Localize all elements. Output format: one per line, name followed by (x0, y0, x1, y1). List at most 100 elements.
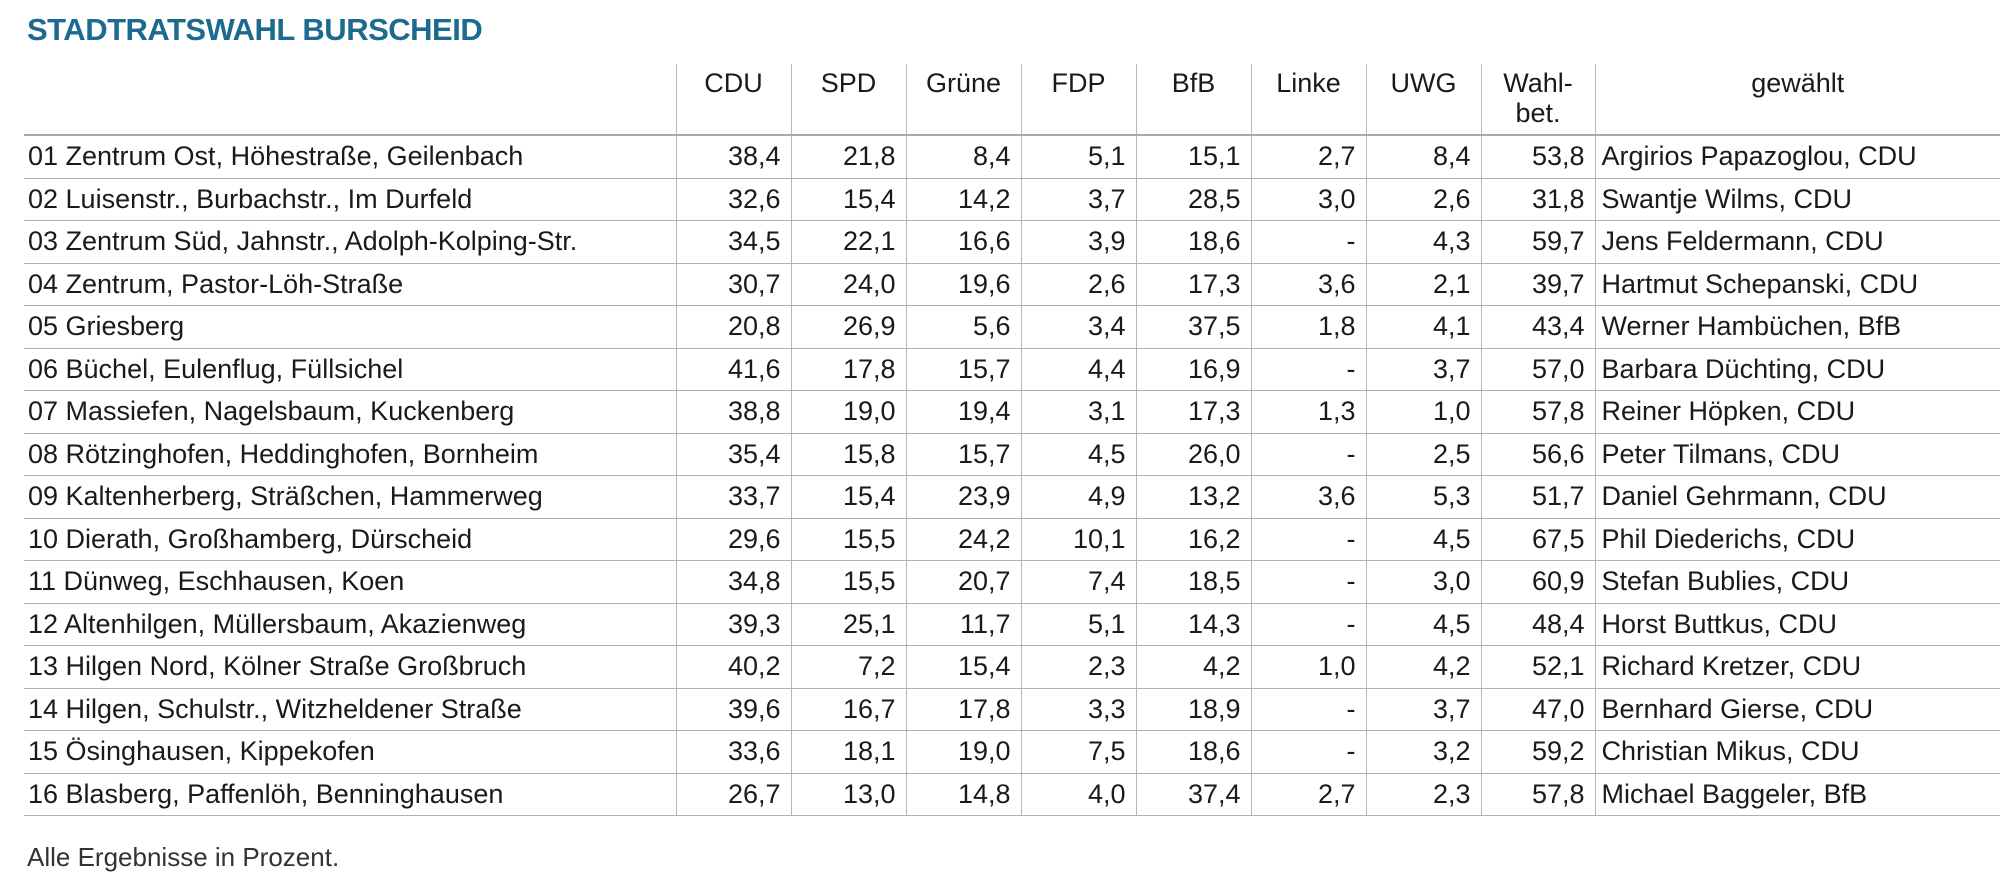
cell-fdp: 7,5 (1020, 730, 1136, 774)
cell-cdu: 38,4 (675, 135, 791, 179)
cell-bfb: 13,2 (1135, 475, 1251, 519)
cell-gruene: 14,2 (905, 178, 1021, 221)
cell-linke: 1,8 (1250, 305, 1366, 349)
cell-uwg: 4,3 (1365, 220, 1481, 264)
column-header-district (24, 64, 676, 136)
cell-fdp: 3,9 (1020, 220, 1136, 264)
table-row: 09 Kaltenherberg, Sträßchen, Hammerweg 33… (24, 475, 2000, 519)
cell-linke: - (1250, 433, 1366, 476)
cell-gruene: 16,6 (905, 220, 1021, 264)
cell-gruene: 19,0 (905, 730, 1021, 774)
election-results-table: CDU SPD Grüne FDP BfB Linke UWG Wahl-bet. gewähl… (24, 64, 2000, 816)
cell-uwg: 4,2 (1365, 645, 1481, 689)
cell-wahlbeteiligung: 47,0 (1480, 688, 1595, 731)
column-header-fdp: FDP (1020, 64, 1136, 136)
cell-wahlbeteiligung: 57,0 (1480, 348, 1595, 391)
table-row: 03 Zentrum Süd, Jahnstr., Adolph-Kolping… (24, 220, 2000, 264)
cell-district: 03 Zentrum Süd, Jahnstr., Adolph-Kolping… (24, 220, 676, 264)
cell-district: 04 Zentrum, Pastor-Löh-Straße (24, 263, 676, 306)
cell-district: 08 Rötzinghofen, Heddinghofen, Bornheim (24, 433, 676, 476)
cell-district: 05 Griesberg (24, 305, 676, 349)
table-row: 16 Blasberg, Paffenlöh, Benninghausen 26,… (24, 773, 2000, 816)
cell-spd: 26,9 (790, 305, 906, 349)
cell-gewaehlt: Reiner Höpken, CDU (1594, 390, 2000, 434)
cell-cdu: 34,8 (675, 560, 791, 604)
cell-spd: 15,5 (790, 518, 906, 561)
cell-linke: - (1250, 220, 1366, 264)
cell-fdp: 3,4 (1020, 305, 1136, 349)
cell-uwg: 4,1 (1365, 305, 1481, 349)
column-header-cdu: CDU (675, 64, 791, 136)
cell-linke: 1,3 (1250, 390, 1366, 434)
cell-bfb: 15,1 (1135, 135, 1251, 179)
table-row: 02 Luisenstr., Burbachstr., Im Durfeld 32… (24, 178, 2000, 221)
cell-uwg: 3,2 (1365, 730, 1481, 774)
column-header-uwg: UWG (1365, 64, 1481, 136)
cell-gruene: 19,4 (905, 390, 1021, 434)
cell-district: 15 Ösinghausen, Kippekofen (24, 730, 676, 774)
cell-wahlbeteiligung: 59,7 (1480, 220, 1595, 264)
cell-wahlbeteiligung: 39,7 (1480, 263, 1595, 306)
cell-fdp: 4,5 (1020, 433, 1136, 476)
footnote: Alle Ergebnisse in Prozent. (27, 842, 340, 872)
cell-gewaehlt: Argirios Papazoglou, CDU (1594, 135, 2000, 179)
cell-gruene: 8,4 (905, 135, 1021, 179)
cell-bfb: 16,2 (1135, 518, 1251, 561)
cell-cdu: 39,6 (675, 688, 791, 731)
cell-cdu: 35,4 (675, 433, 791, 476)
cell-district: 09 Kaltenherberg, Sträßchen, Hammerweg (24, 475, 676, 519)
cell-linke: - (1250, 560, 1366, 604)
cell-gewaehlt: Barbara Düchting, CDU (1594, 348, 2000, 391)
column-header-gewaehlt: gewählt (1594, 64, 2000, 136)
cell-gewaehlt: Horst Buttkus, CDU (1594, 603, 2000, 646)
cell-spd: 21,8 (790, 135, 906, 179)
cell-gewaehlt: Swantje Wilms, CDU (1594, 178, 2000, 221)
cell-gruene: 17,8 (905, 688, 1021, 731)
table-row: 04 Zentrum, Pastor-Löh-Straße 30,7 24,0 19,… (24, 263, 2000, 306)
cell-cdu: 40,2 (675, 645, 791, 689)
cell-wahlbeteiligung: 51,7 (1480, 475, 1595, 519)
table-row: 14 Hilgen, Schulstr., Witzheldener Straß… (24, 688, 2000, 731)
cell-gruene: 14,8 (905, 773, 1021, 816)
cell-gruene: 15,7 (905, 433, 1021, 476)
cell-wahlbeteiligung: 56,6 (1480, 433, 1595, 476)
cell-fdp: 10,1 (1020, 518, 1136, 561)
cell-uwg: 3,7 (1365, 688, 1481, 731)
cell-cdu: 30,7 (675, 263, 791, 306)
cell-uwg: 8,4 (1365, 135, 1481, 179)
table-row: 01 Zentrum Ost, Höhestraße, Geilenbach 38… (24, 135, 2000, 179)
cell-uwg: 1,0 (1365, 390, 1481, 434)
cell-uwg: 4,5 (1365, 603, 1481, 646)
cell-gewaehlt: Peter Tilmans, CDU (1594, 433, 2000, 476)
column-header-linke: Linke (1250, 64, 1366, 136)
cell-linke: - (1250, 730, 1366, 774)
cell-spd: 22,1 (790, 220, 906, 264)
cell-spd: 16,7 (790, 688, 906, 731)
column-header-wahlbeteiligung: Wahl-bet. (1480, 64, 1595, 136)
cell-gewaehlt: Phil Diederichs, CDU (1594, 518, 2000, 561)
cell-gruene: 24,2 (905, 518, 1021, 561)
cell-cdu: 41,6 (675, 348, 791, 391)
cell-spd: 17,8 (790, 348, 906, 391)
cell-gewaehlt: Stefan Bublies, CDU (1594, 560, 2000, 604)
cell-district: 10 Dierath, Großhamberg, Dürscheid (24, 518, 676, 561)
cell-gruene: 23,9 (905, 475, 1021, 519)
cell-spd: 15,5 (790, 560, 906, 604)
table-row: 10 Dierath, Großhamberg, Dürscheid 29,6 15… (24, 518, 2000, 561)
column-header-bfb: BfB (1135, 64, 1251, 136)
column-header-gruene: Grüne (905, 64, 1021, 136)
cell-district: 13 Hilgen Nord, Kölner Straße Großbruch (24, 645, 676, 689)
cell-gruene: 11,7 (905, 603, 1021, 646)
cell-wahlbeteiligung: 43,4 (1480, 305, 1595, 349)
cell-gewaehlt: Hartmut Schepanski, CDU (1594, 263, 2000, 306)
cell-bfb: 37,5 (1135, 305, 1251, 349)
cell-fdp: 4,9 (1020, 475, 1136, 519)
cell-gewaehlt: Werner Hambüchen, BfB (1594, 305, 2000, 349)
cell-cdu: 33,6 (675, 730, 791, 774)
cell-fdp: 4,0 (1020, 773, 1136, 816)
cell-linke: - (1250, 688, 1366, 731)
table-row: 11 Dünweg, Eschhausen, Koen 34,8 15,5 20,7 7… (24, 560, 2000, 604)
cell-district: 01 Zentrum Ost, Höhestraße, Geilenbach (24, 135, 676, 179)
cell-wahlbeteiligung: 67,5 (1480, 518, 1595, 561)
cell-bfb: 16,9 (1135, 348, 1251, 391)
